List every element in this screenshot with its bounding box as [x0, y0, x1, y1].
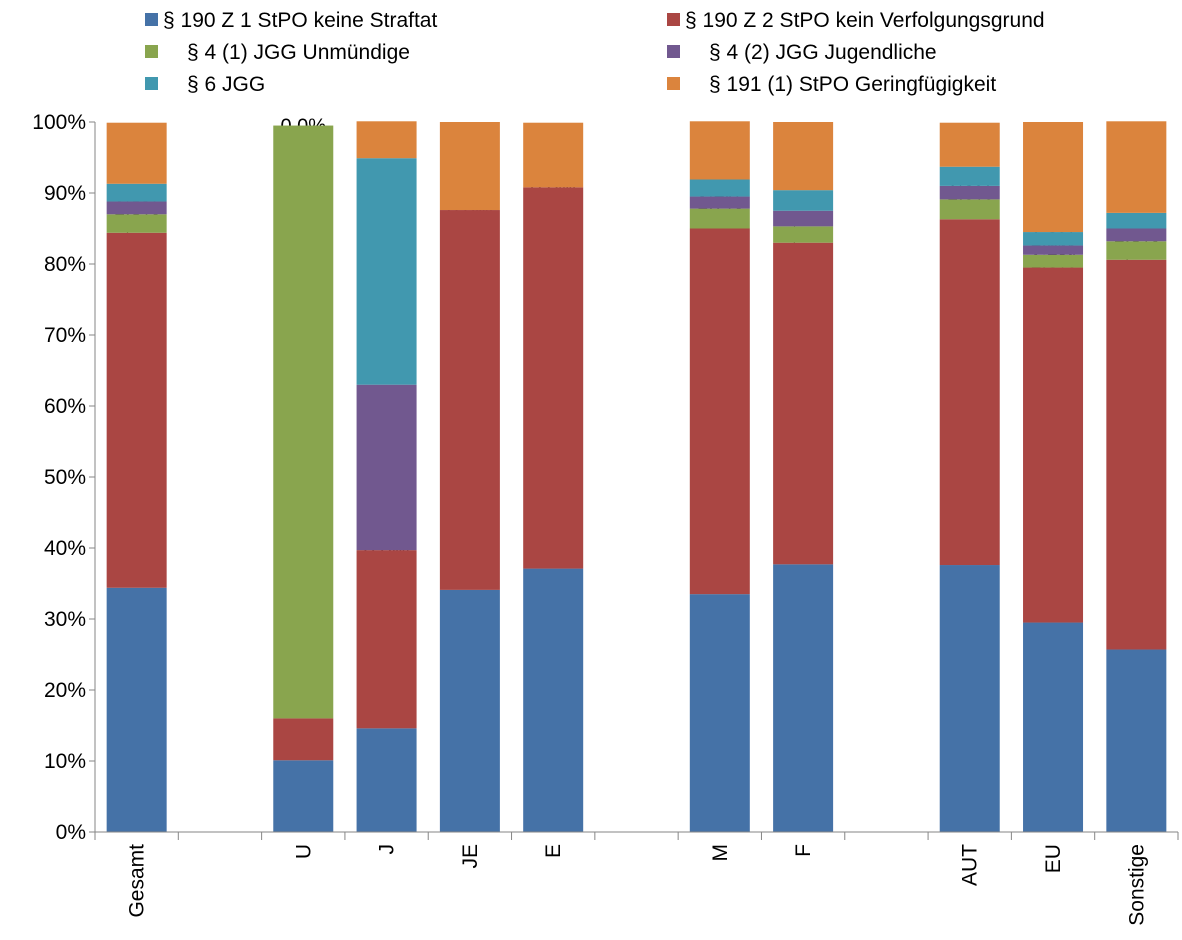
bar-segment [356, 728, 417, 832]
y-tick-label: 80% [44, 253, 86, 276]
legend-label: § 4 (2) JGG Jugendliche [709, 41, 937, 64]
legend-item-3: § 4 (1) JGG Unmündige [145, 41, 410, 64]
bar-segment [689, 228, 750, 595]
bar-segment [106, 232, 167, 588]
chart-legend: § 190 Z 1 StPO keine Straftat § 190 Z 2 S… [145, 9, 1045, 96]
x-tick-label: JE [459, 844, 482, 869]
bar-segment [773, 226, 834, 243]
legend-swatch [145, 45, 158, 58]
legend-item-2: § 190 Z 2 StPO kein Verfolgungsgrund [667, 9, 1045, 32]
x-tick-label: Sonstige [1125, 844, 1148, 926]
bar-segment [773, 210, 834, 227]
bar-segment [273, 760, 334, 832]
bar-segment [773, 564, 834, 832]
legend-swatch [145, 13, 158, 26]
bar-segment [939, 185, 1000, 200]
legend-item-5: § 6 JGG [145, 73, 265, 96]
chart-axes: 0% 10% 20% 30% 40% 50% 60% 70% 80% 90% 100% Gesamt U… [32, 111, 1179, 926]
bar-segment [689, 594, 750, 832]
bar-segment [1023, 245, 1084, 255]
bar-segment [939, 199, 1000, 220]
bar-segment [523, 568, 584, 832]
legend-item-4: § 4 (2) JGG Jugendliche [667, 41, 937, 64]
y-tick-label: 0% [56, 821, 86, 844]
bar-segment [689, 208, 750, 229]
bar-segment [1023, 122, 1084, 233]
y-tick-label: 40% [44, 537, 86, 560]
bar-segment [439, 589, 500, 832]
bar-segment [689, 121, 750, 180]
bar-segment [1106, 212, 1167, 229]
bar-segment [273, 125, 334, 719]
legend-item-6: § 191 (1) StPO Geringfügigkeit [667, 73, 996, 96]
bar-segment [106, 183, 167, 202]
bar-segment [356, 384, 417, 551]
y-tick-label: 70% [44, 324, 86, 347]
bar-segment [773, 190, 834, 211]
bar-segment [273, 718, 334, 761]
bar-segment [439, 210, 500, 590]
legend-swatch [145, 77, 158, 90]
legend-swatch [667, 45, 680, 58]
x-tick-label: F [792, 844, 815, 857]
bar-segment [356, 550, 417, 729]
bar-segment [106, 122, 167, 184]
bar-segment [939, 565, 1000, 832]
y-tick-label: 60% [44, 395, 86, 418]
x-tick-label: M [709, 844, 732, 862]
legend-item-1: § 190 Z 1 StPO keine Straftat [145, 9, 437, 32]
legend-swatch [667, 13, 680, 26]
y-tick-label: 100% [32, 111, 86, 134]
bar-segment [523, 187, 584, 569]
bar-segment [689, 179, 750, 197]
bar-segment [106, 214, 167, 233]
bar-segment [1023, 622, 1084, 832]
x-tick-label: AUT [959, 844, 982, 886]
y-tick-label: 10% [44, 750, 86, 773]
bar-segment [939, 219, 1000, 566]
bar-segment [106, 587, 167, 832]
x-tick-label: E [542, 844, 565, 858]
y-tick-label: 50% [44, 466, 86, 489]
bar-segment [1023, 267, 1084, 623]
bar-segment [356, 158, 417, 385]
bar-segment [1023, 232, 1084, 246]
legend-label: § 190 Z 1 StPO keine Straftat [163, 9, 437, 32]
legend-label: § 4 (1) JGG Unmündige [187, 41, 410, 64]
y-tick-label: 20% [44, 679, 86, 702]
bar-segment [939, 166, 1000, 186]
bar-segment [1106, 649, 1167, 832]
bar-segment [1106, 241, 1167, 260]
bar-segment [939, 122, 1000, 167]
bar-segment [106, 201, 167, 215]
legend-label: § 191 (1) StPO Geringfügigkeit [709, 73, 996, 96]
bar-segment [1106, 259, 1167, 650]
bar-segment [773, 242, 834, 565]
y-tick-label: 30% [44, 608, 86, 631]
bar-segment [1106, 121, 1167, 213]
x-tick-label: Gesamt [126, 844, 149, 918]
bar-segment [523, 122, 584, 188]
legend-swatch [667, 77, 680, 90]
x-tick-label: EU [1042, 844, 1065, 873]
x-tick-label: U [292, 844, 315, 859]
x-tick-label: J [376, 844, 399, 855]
bar-segment [356, 121, 417, 159]
bar-segment [689, 196, 750, 209]
plot-area: 34,4%50,0%2,6%1,8%2,5%8,6%10,1%5,9%83,5%… [106, 116, 1167, 832]
bar-segment [1023, 254, 1084, 268]
y-tick-label: 90% [44, 182, 86, 205]
data-labels: 34,4%50,0%2,6%1,8%2,5%8,6%10,1%5,9%83,5%… [108, 116, 1165, 809]
bar-segment [773, 122, 834, 191]
legend-label: § 6 JGG [187, 73, 265, 96]
legend-label: § 190 Z 2 StPO kein Verfolgungsgrund [685, 9, 1045, 32]
bar-segment [1106, 228, 1167, 242]
bar-segment [439, 122, 500, 211]
